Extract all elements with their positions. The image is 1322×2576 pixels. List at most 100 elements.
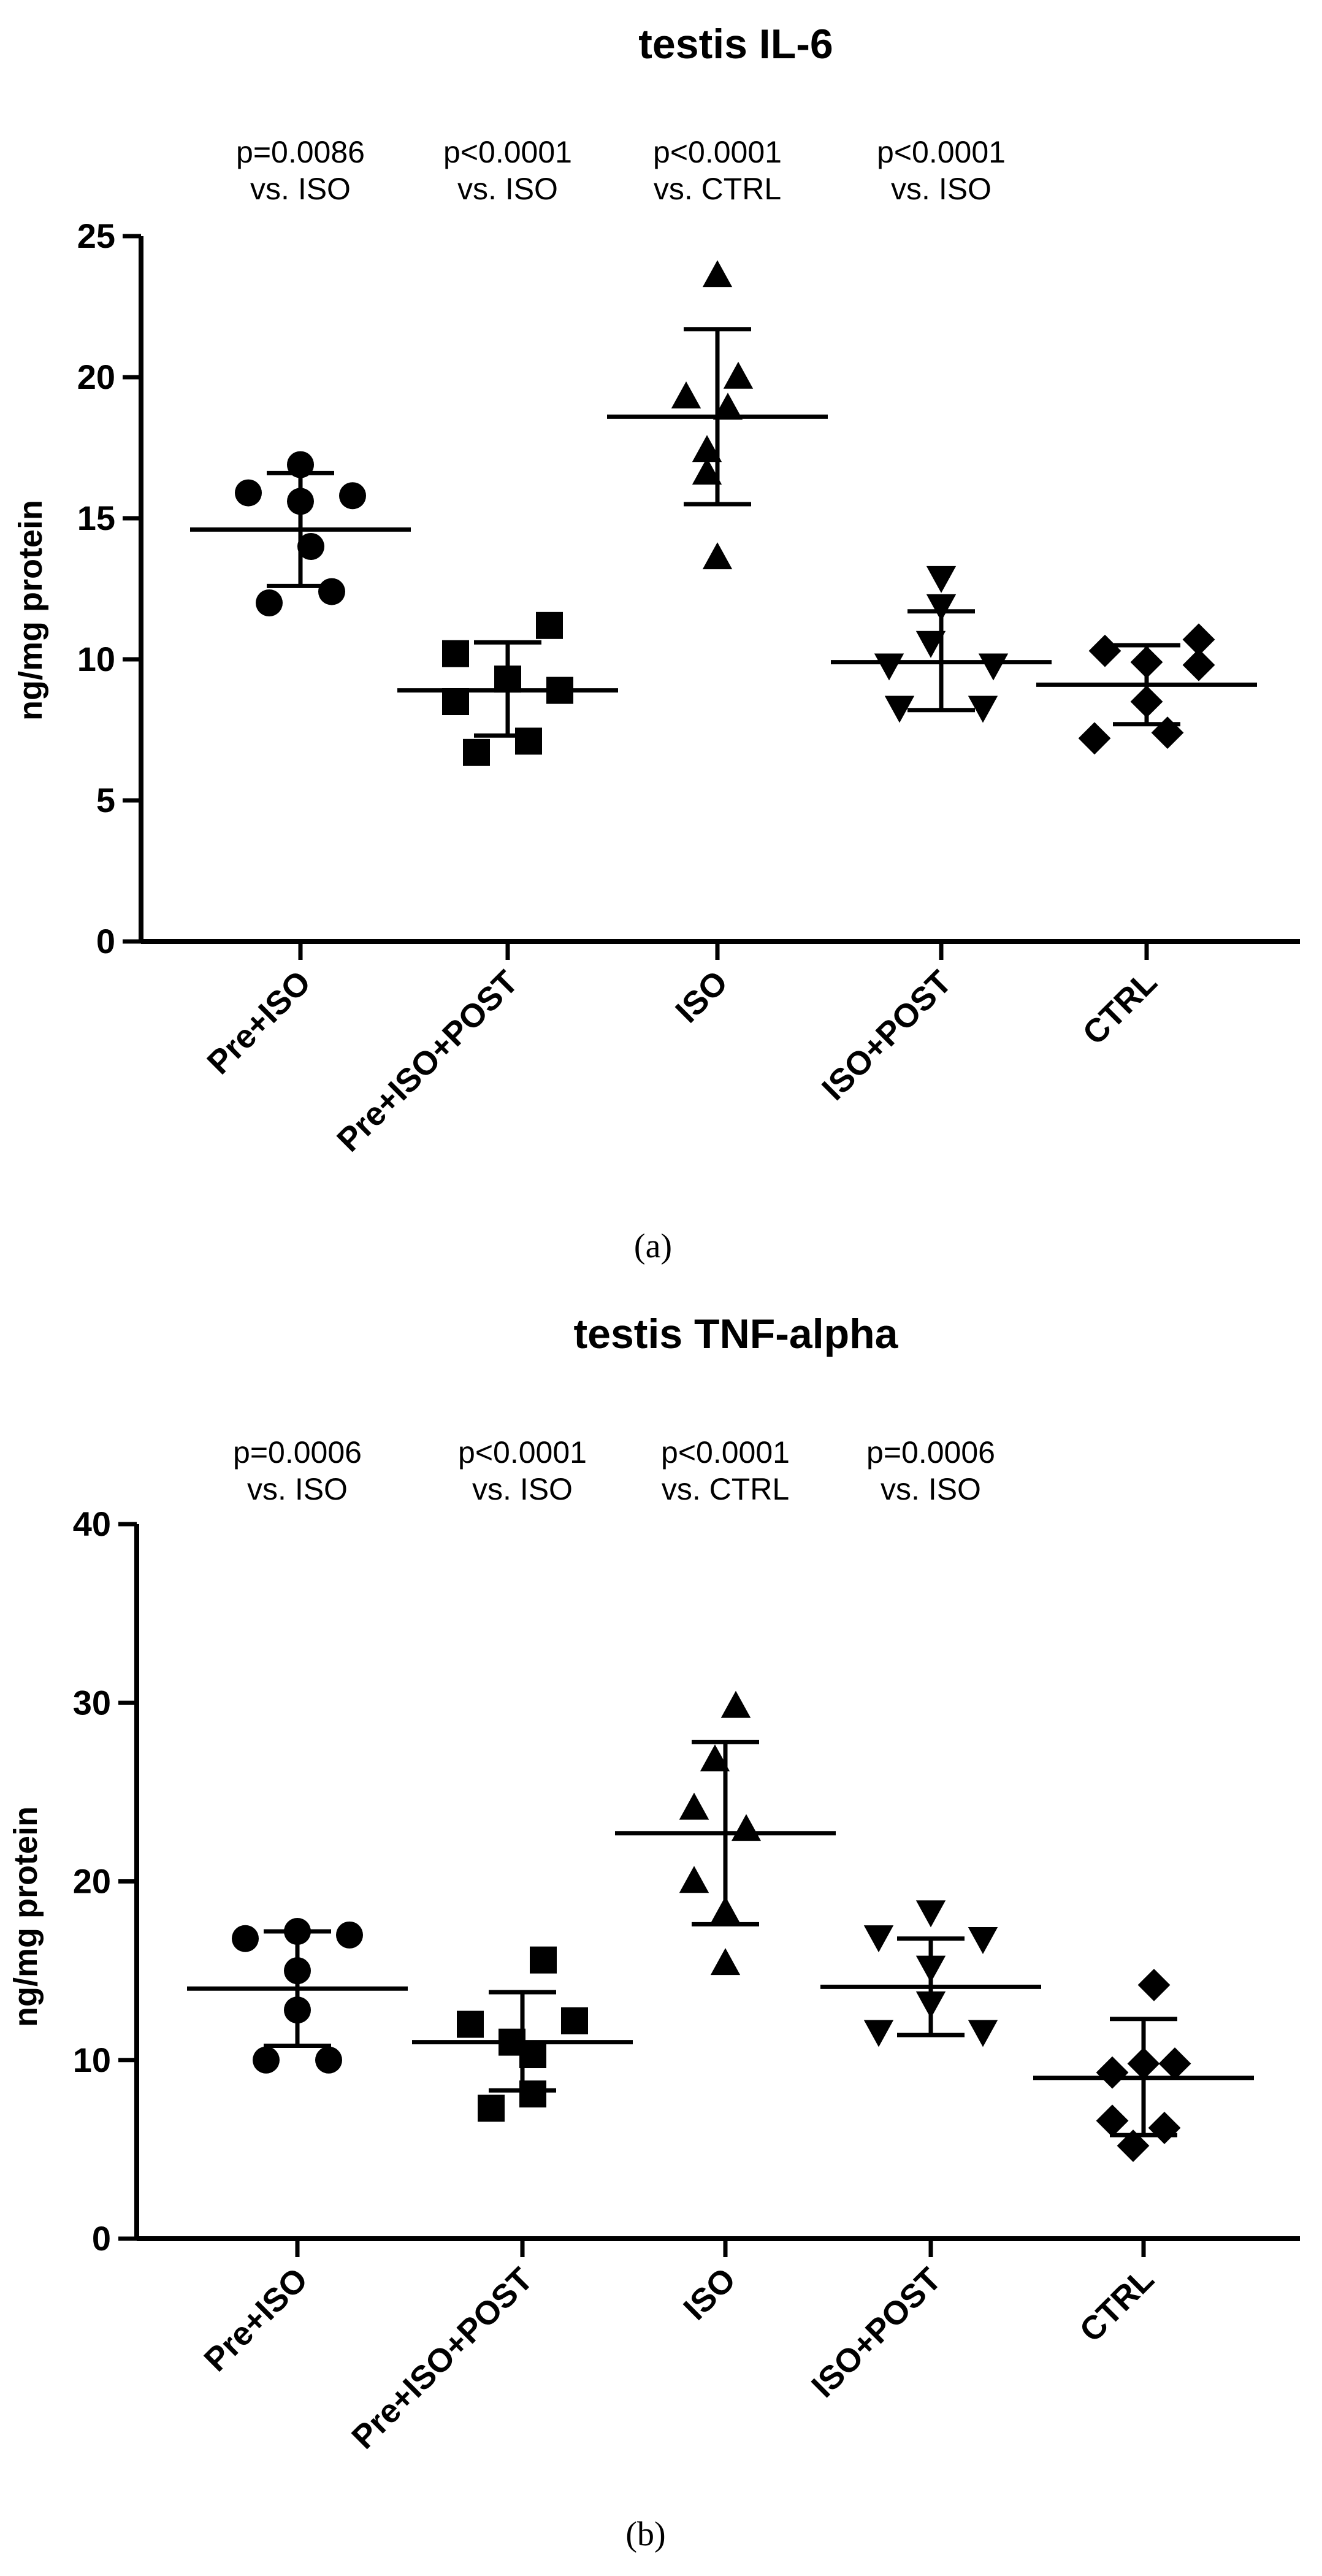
data-point-triangle-up [679,1866,709,1893]
data-point-diamond [1130,685,1163,718]
y-tick-label: 5 [96,781,115,819]
data-point-triangle-up [702,260,733,288]
y-tick-label: 10 [73,2041,111,2079]
data-point-diamond [1148,2112,1181,2144]
data-point-diamond [1151,716,1184,749]
data-point-triangle-down [926,594,957,621]
data-point-triangle-down [915,1900,946,1928]
p-value-line1: p<0.0001 [458,1435,587,1470]
data-point-diamond [1078,722,1111,755]
chart-title: testis TNF-alpha [574,1311,899,1357]
data-point-diamond [1137,1969,1171,2001]
data-point-diamond [1182,623,1215,656]
data-point-triangle-down [863,2020,894,2047]
y-tick-label: 30 [73,1683,111,1722]
data-point-triangle-up [710,1948,741,1976]
x-tick-label: Pre+ISO+POST [345,2261,540,2456]
y-tick-label: 25 [77,217,115,255]
data-point-square [536,611,563,639]
y-axis-label: ng/mg protein [12,500,49,721]
p-value-line2: vs. ISO [250,172,351,206]
data-point-circle [232,1925,259,1952]
data-point-square [442,640,469,667]
series-pre-iso-post [412,1946,633,2122]
data-point-circle [284,1996,311,2024]
data-point-circle [284,1957,311,1985]
p-value-line1: p=0.0086 [236,135,365,169]
p-value-line1: p<0.0001 [443,135,572,169]
data-point-square [519,2041,546,2069]
data-point-square [442,688,469,715]
p-value-line1: p<0.0001 [661,1435,790,1470]
data-point-triangle-up [731,1814,762,1841]
p-value-line1: p<0.0001 [653,135,782,169]
data-point-diamond [1096,2104,1129,2137]
data-point-triangle-up [671,381,701,408]
panel-label: (b) [625,2515,665,2553]
data-point-square [519,2080,546,2108]
data-point-circle [315,2046,342,2074]
series-ctrl [1036,623,1257,755]
p-value-line1: p=0.0006 [866,1435,995,1470]
data-point-triangle-down [915,1991,946,2018]
data-point-triangle-down [968,696,998,723]
data-point-circle [318,578,345,605]
series-pre-iso-post [397,611,618,766]
data-point-diamond [1096,2056,1129,2089]
p-value-line2: vs. CTRL [654,172,781,206]
data-point-circle [287,451,314,478]
data-point-circle [235,479,262,507]
series-pre-iso [190,451,411,616]
data-point-triangle-down [968,2020,998,2047]
p-value-line2: vs. ISO [457,172,558,206]
series-iso [615,1690,836,1976]
y-tick-label: 10 [77,640,115,678]
chart-panel-tnf-alpha: testis TNF-alpha p=0.0006 vs. ISO p<0.00… [7,1311,1300,2553]
data-point-diamond [1182,648,1215,681]
data-point-square [463,738,490,766]
p-value-annotations: p=0.0006 vs. ISO p<0.0001 vs. ISO p<0.00… [233,1435,995,1506]
y-tick-label: 0 [92,2219,111,2258]
data-point-circle [256,589,283,616]
x-tick-label: ISO+POST [815,964,958,1107]
x-tick-label: Pre+ISO [200,964,318,1081]
p-value-line2: vs. ISO [881,1472,981,1506]
data-point-square [515,727,542,755]
plot-area: 0 10 20 30 40 Pre+ISO Pre+ISO+POST ISO ISO+POST C… [73,1505,1300,2456]
data-point-diamond [1088,634,1121,667]
data-point-triangle-up [713,393,743,420]
data-point-circle [339,482,366,510]
data-point-triangle-up [720,1690,751,1718]
series-iso-post [831,565,1052,723]
data-point-triangle-down [863,1925,894,1953]
data-point-triangle-down [978,653,1009,681]
p-value-annotations: p=0.0086 vs. ISO p<0.0001 vs. ISO p<0.00… [236,135,1006,206]
data-point-triangle-down [926,565,957,593]
y-tick-label: 0 [96,922,115,960]
data-point-triangle-up [700,1744,730,1772]
p-value-line1: p=0.0006 [233,1435,362,1470]
panel-label: (a) [634,1227,672,1265]
x-tick-label: ISO [668,964,735,1030]
y-tick-label: 20 [73,1862,111,1901]
data-point-diamond [1158,2047,1191,2080]
data-point-square [494,665,521,693]
data-point-diamond [1127,2047,1160,2080]
data-point-triangle-up [723,361,754,389]
p-value-line1: p<0.0001 [877,135,1006,169]
data-point-diamond [1117,2129,1150,2162]
y-axis-label: ng/mg protein [7,1806,44,2027]
chart-panel-il6: testis IL-6 p=0.0086 vs. ISO p<0.0001 vs… [12,21,1300,1265]
y-tick-label: 15 [77,499,115,537]
data-point-triangle-down [915,1955,946,1983]
data-point-circle [336,1921,363,1949]
data-point-square [561,2007,588,2034]
series-ctrl [1033,1969,1254,2162]
data-point-diamond [1130,646,1163,678]
data-point-triangle-up [679,1792,709,1820]
x-tick-label: ISO+POST [804,2261,948,2404]
p-value-line2: vs. ISO [472,1472,573,1506]
data-point-triangle-up [702,542,733,570]
x-tick-label: CTRL [1076,964,1164,1052]
